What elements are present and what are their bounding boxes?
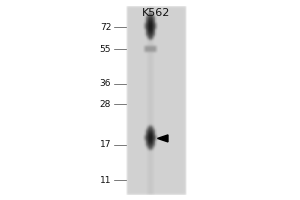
Text: 28: 28	[100, 100, 111, 109]
Text: 72: 72	[100, 23, 111, 32]
Polygon shape	[158, 135, 168, 142]
Text: 17: 17	[100, 140, 111, 149]
Text: K562: K562	[142, 8, 170, 18]
Text: 11: 11	[100, 176, 111, 185]
Text: 36: 36	[100, 79, 111, 88]
Text: 55: 55	[100, 45, 111, 54]
